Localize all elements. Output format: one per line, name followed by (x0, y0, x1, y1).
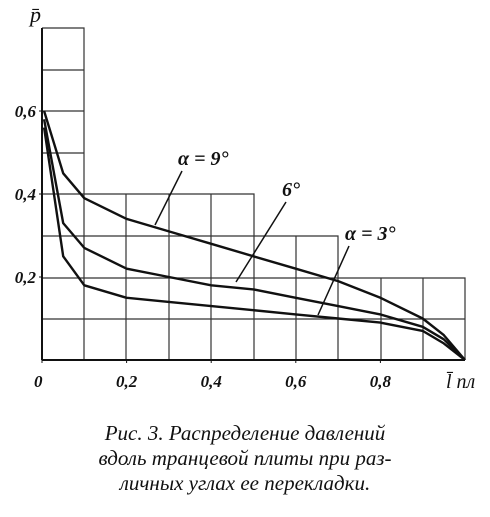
leader-line (317, 245, 350, 316)
caption-line: Рис. 3. Распределение давлений (104, 421, 386, 445)
y-tick-label: 0,4 (15, 185, 36, 204)
y-tick-label: 0,2 (15, 268, 37, 287)
line-series (42, 127, 466, 361)
series-label: α = 9° (178, 148, 228, 170)
x-tick-label: 0 (34, 372, 43, 391)
y-label: p̄ (28, 2, 41, 27)
x-tick-label: 0,4 (201, 372, 222, 391)
caption-line: личных углах ее перекладки. (119, 471, 371, 495)
series-label: 6° (282, 179, 300, 201)
caption-line: вдоль транцевой плиты при раз- (98, 446, 391, 470)
line-series (42, 110, 466, 361)
leader-line (235, 201, 287, 283)
leader-line (154, 170, 183, 226)
x-tick-label: 0,6 (285, 372, 307, 391)
x-tick-label: 0,8 (370, 372, 392, 391)
line-series (42, 119, 466, 361)
x-label: l̄ пл (446, 371, 476, 393)
y-tick-label: 0,6 (15, 102, 37, 121)
x-tick-label: 0,2 (116, 372, 138, 391)
series-label: α = 3° (345, 223, 395, 245)
